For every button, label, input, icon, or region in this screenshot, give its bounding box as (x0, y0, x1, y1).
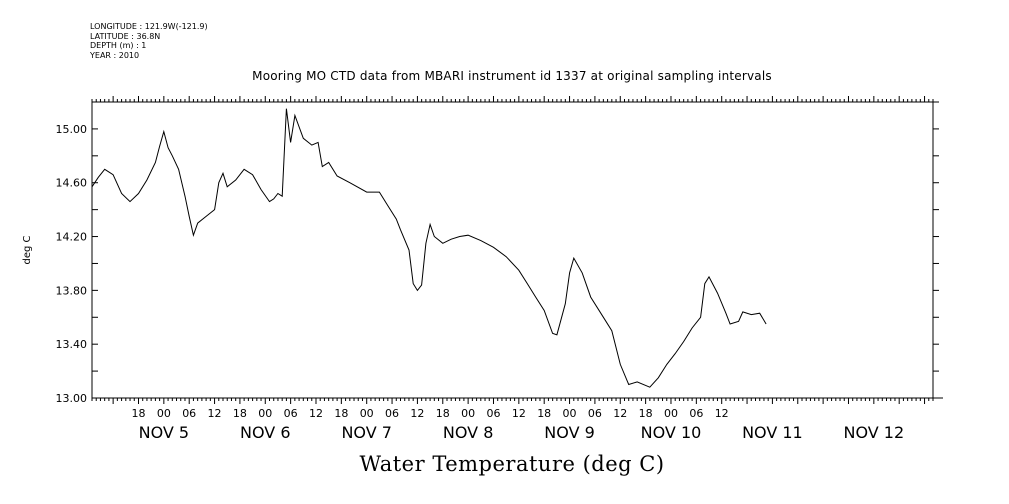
plot-frame (91, 101, 934, 399)
axis-tick-marks (92, 101, 943, 399)
x-hour-tick-label: 00 (157, 407, 171, 420)
x-hour-tick-label: 00 (664, 407, 678, 420)
x-hour-tick-label: 12 (613, 407, 627, 420)
x-hour-tick-label: 18 (537, 407, 551, 420)
latitude-label: LATITUDE : 36.8N (90, 31, 161, 41)
x-hour-tick-label: 12 (410, 407, 424, 420)
y-tick-label: 14.60 (56, 177, 88, 190)
longitude-label: LONGITUDE : 121.9W(-121.9) (90, 22, 208, 31)
x-hour-tick-label: 06 (284, 407, 298, 420)
x-hour-tick-label: 12 (208, 407, 222, 420)
location-metadata: LONGITUDE : 121.9W(-121.9) LATITUDE : 36… (90, 22, 208, 60)
x-day-tick-label: NOV 8 (443, 423, 494, 442)
x-hour-tick-label: 12 (715, 407, 729, 420)
y-axis-label: deg C (22, 235, 33, 264)
year-label: YEAR : 2010 (90, 50, 140, 60)
x-hour-tick-label: 18 (131, 407, 145, 420)
x-hour-tick-label: 12 (512, 407, 526, 420)
x-axis-title: Water Temperature (deg C) (359, 452, 665, 476)
x-hour-tick-label: 00 (563, 407, 577, 420)
depth-label: DEPTH (m) : 1 (90, 41, 147, 50)
y-tick-label: 14.20 (56, 231, 88, 244)
temperature-chart: 13.00 13.40 13.80 14.20 14.60 15.00 18 00 06 12 18… (22, 96, 943, 442)
minor-tick-marks (91, 96, 934, 404)
x-day-tick-label: NOV 9 (544, 423, 595, 442)
chart-title: Mooring MO CTD data from MBARI instrumen… (252, 69, 772, 83)
y-tick-label: 13.00 (56, 392, 88, 405)
x-hour-tick-label: 06 (689, 407, 703, 420)
x-hour-tick-label: 06 (588, 407, 602, 420)
x-day-tick-label: NOV 6 (240, 423, 291, 442)
x-hour-tick-label: 18 (233, 407, 247, 420)
y-tick-label: 13.80 (56, 284, 88, 297)
x-day-tick-label: NOV 5 (139, 423, 190, 442)
tick-labels: 13.00 13.40 13.80 14.20 14.60 15.00 18 00 06 12 18… (56, 123, 905, 442)
y-tick-label: 15.00 (56, 123, 88, 136)
x-hour-tick-label: 12 (309, 407, 323, 420)
x-hour-tick-label: 00 (360, 407, 374, 420)
x-hour-tick-label: 18 (436, 407, 450, 420)
x-hour-tick-label: 00 (258, 407, 272, 420)
y-tick-label: 13.40 (56, 338, 88, 351)
x-day-tick-label: NOV 7 (341, 423, 392, 442)
x-day-tick-label: NOV 11 (742, 423, 803, 442)
series-line (91, 108, 767, 388)
x-day-tick-label: NOV 12 (843, 423, 904, 442)
x-hour-tick-label: 18 (334, 407, 348, 420)
x-hour-tick-label: 06 (486, 407, 500, 420)
x-hour-tick-label: 06 (182, 407, 196, 420)
x-hour-tick-label: 06 (385, 407, 399, 420)
x-hour-tick-label: 00 (461, 407, 475, 420)
x-day-tick-label: NOV 10 (641, 423, 702, 442)
x-hour-tick-label: 18 (639, 407, 653, 420)
